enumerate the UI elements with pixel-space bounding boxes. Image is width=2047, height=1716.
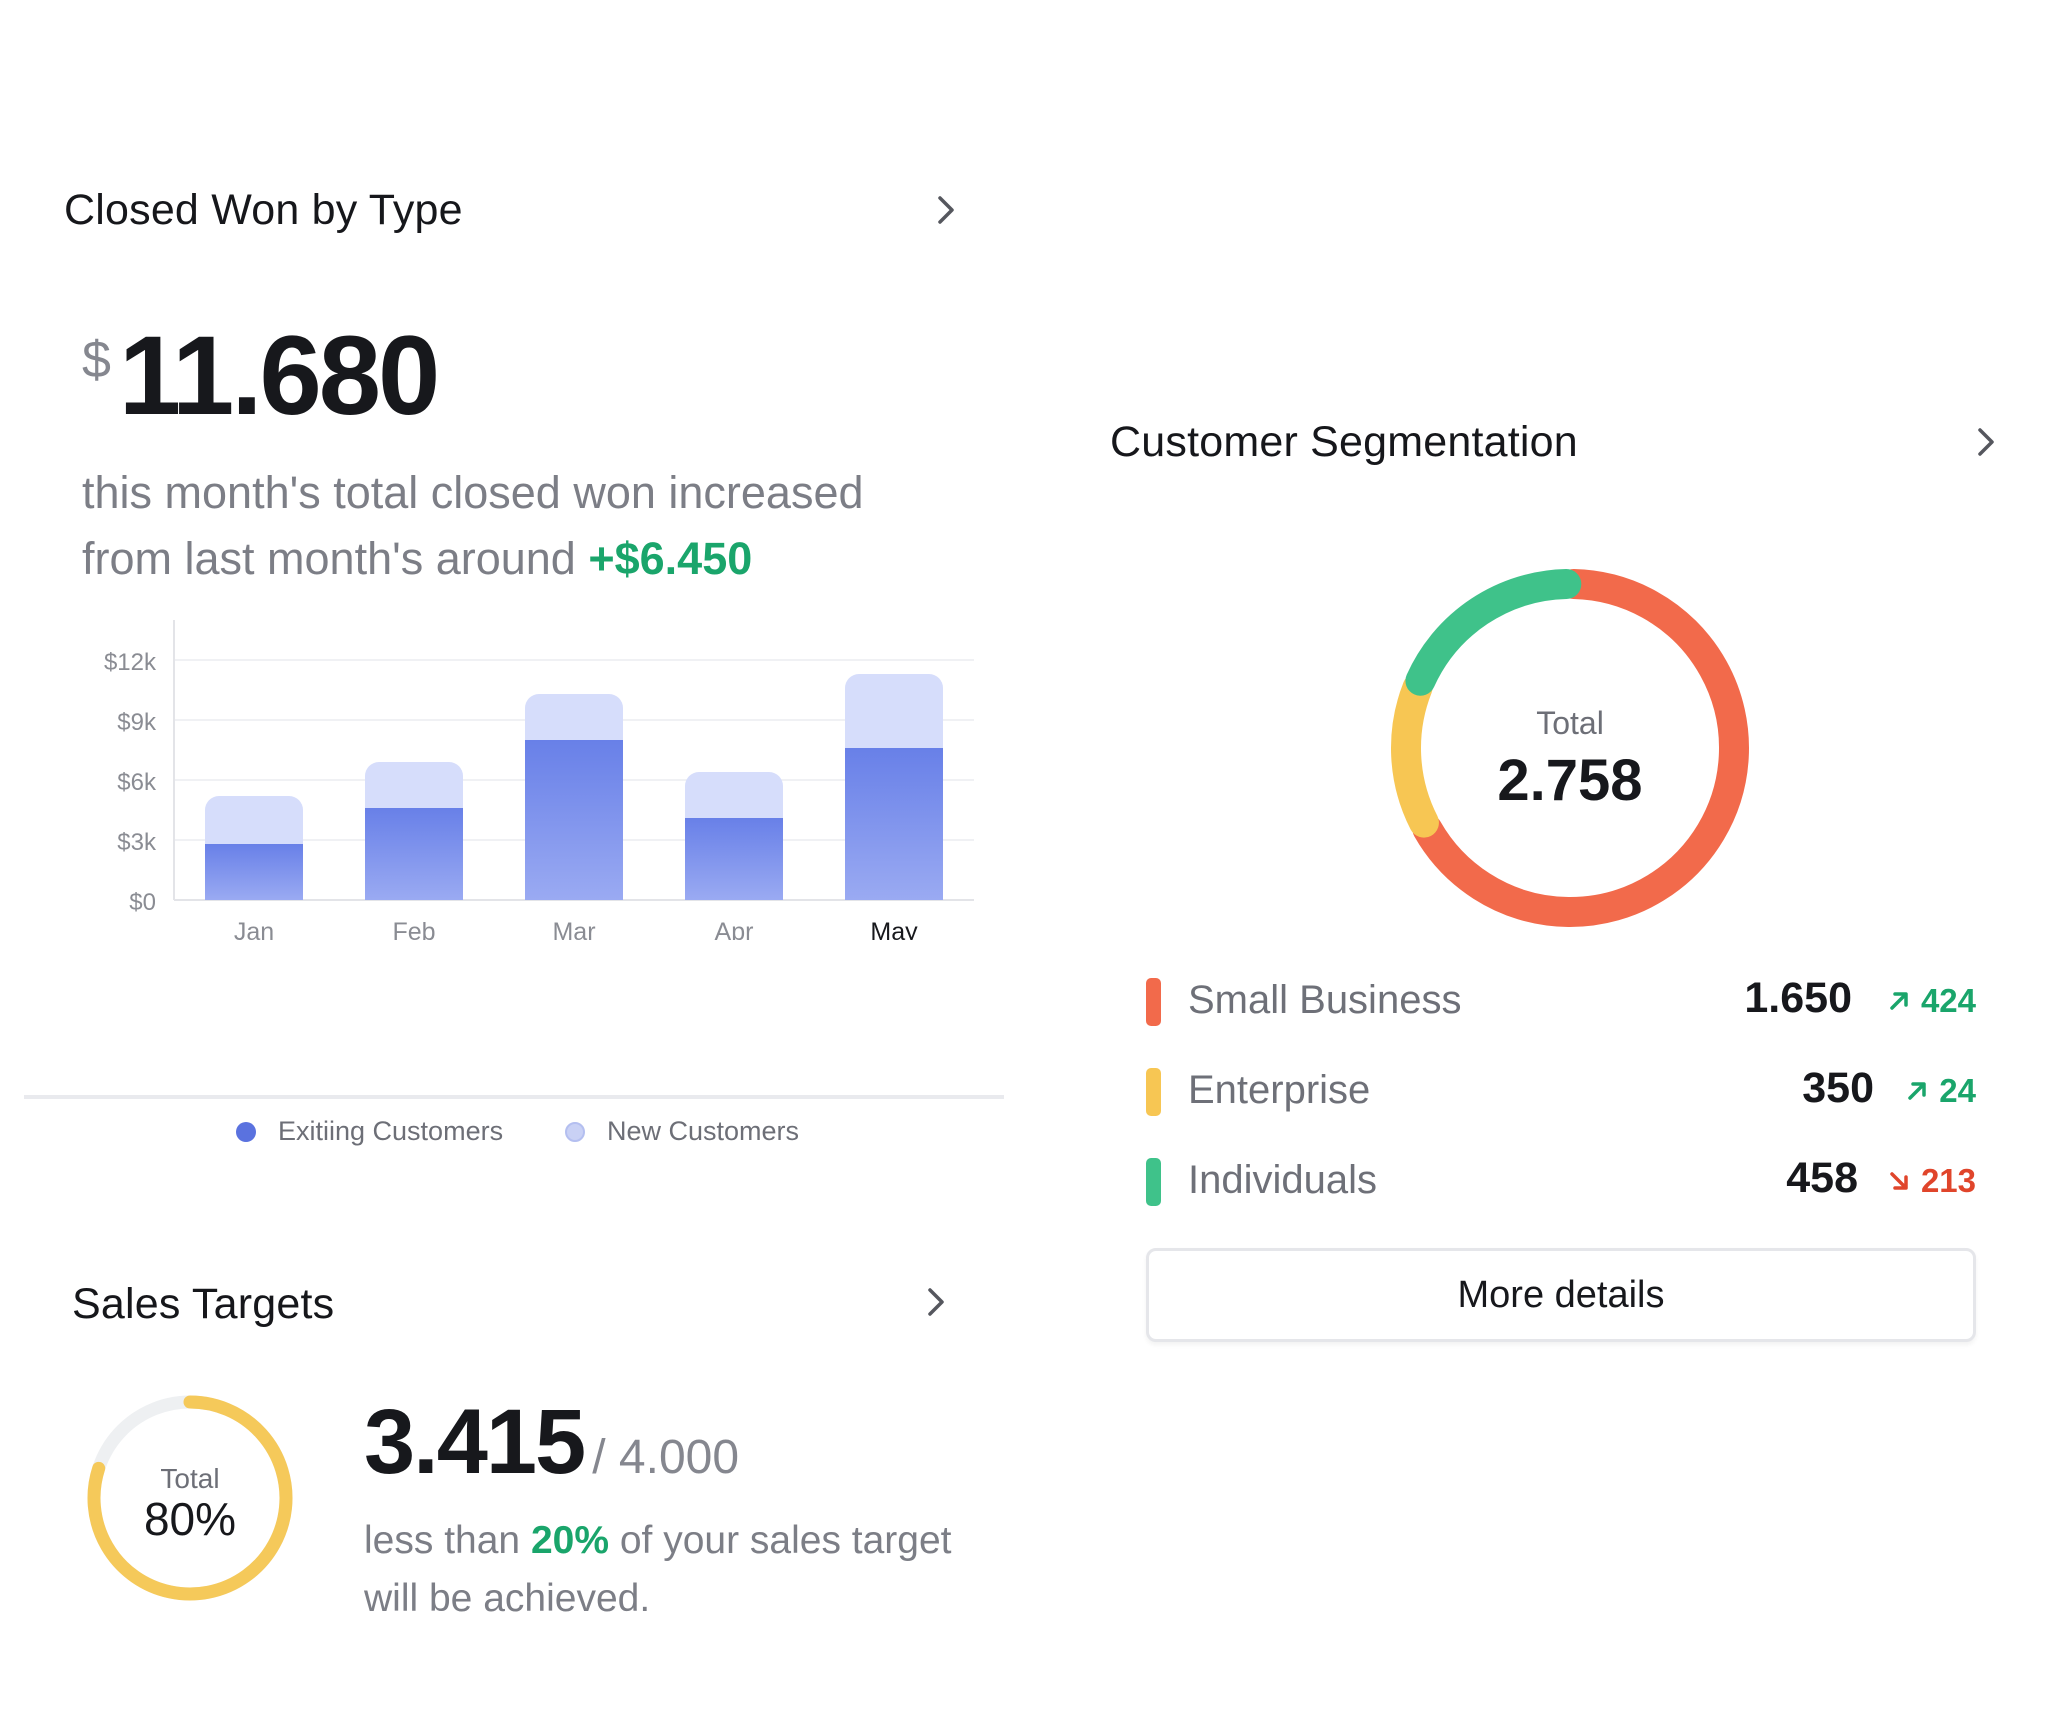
legend-label-existing: Exitiing Customers bbox=[278, 1116, 504, 1146]
donut-total: 2.758 bbox=[1497, 748, 1642, 813]
closed-won-card: Closed Won by Type $ 11.680 this month's… bbox=[24, 140, 1004, 1146]
sales-achieved: 3.415 bbox=[364, 1391, 586, 1493]
segment-row-small-business: Small Business 1.650 424 bbox=[1146, 974, 1976, 1030]
segment-value: 350 bbox=[1802, 1064, 1874, 1112]
segment-value: 1.650 bbox=[1744, 974, 1852, 1022]
donut-segment bbox=[1391, 672, 1439, 838]
segmentation-title: Customer Segmentation bbox=[1110, 418, 1578, 466]
sales-progress-ring: Total 80% bbox=[87, 1395, 293, 1601]
sales-target: / 4.000 bbox=[592, 1431, 740, 1484]
sales-count: 3.415 / 4.000 bbox=[364, 1390, 739, 1495]
arrow-down-right-icon bbox=[1890, 1172, 1908, 1190]
legend-new: New Customers bbox=[565, 1116, 799, 1147]
segment-color-bar bbox=[1146, 1068, 1161, 1116]
segmentation-donut: Total 2.758 bbox=[1391, 569, 1749, 927]
legend-dot-new bbox=[565, 1121, 585, 1142]
chevron-right-icon[interactable] bbox=[1970, 422, 2002, 462]
arrow-up-right-icon bbox=[1890, 992, 1908, 1010]
y-tick-label: $0 bbox=[129, 889, 156, 916]
sales-description: less than 20% of your sales target will … bbox=[364, 1512, 984, 1628]
y-tick-label: $9k bbox=[117, 709, 157, 736]
legend-existing: Exitiing Customers bbox=[236, 1116, 503, 1147]
segment-value: 458 bbox=[1786, 1154, 1858, 1202]
legend-label-new: New Customers bbox=[607, 1116, 800, 1146]
sales-targets-title: Sales Targets bbox=[72, 1280, 335, 1328]
segment-row-enterprise: Enterprise 350 24 bbox=[1146, 1064, 1976, 1120]
sales-targets-card: Sales Targets Total 80% 3.415 / 4.000 le… bbox=[24, 1240, 1004, 1680]
segment-change: 213 bbox=[1887, 1162, 1976, 1200]
y-tick-label: $12k bbox=[104, 649, 157, 676]
description-text: this month's total closed won increased … bbox=[82, 467, 864, 584]
bar-existing-customers bbox=[205, 844, 303, 900]
y-tick-label: $3k bbox=[117, 829, 157, 856]
segment-color-bar bbox=[1146, 978, 1161, 1026]
segment-change-value: 424 bbox=[1920, 982, 1976, 1019]
legend-dot-existing bbox=[236, 1121, 256, 1142]
sales-desc-highlight: 20% bbox=[530, 1519, 609, 1562]
ring-progress bbox=[87, 1395, 293, 1601]
sales-desc-before: less than bbox=[364, 1519, 531, 1562]
chevron-right-icon[interactable] bbox=[920, 1282, 952, 1322]
x-tick-label: Apr bbox=[715, 918, 754, 940]
x-tick-label: Mar bbox=[552, 918, 595, 940]
bar-existing-customers bbox=[685, 818, 783, 900]
currency-symbol: $ bbox=[82, 331, 111, 389]
customer-segmentation-card: Customer Segmentation Total 2.758 Small … bbox=[1090, 370, 2020, 1390]
ring-label: Total bbox=[160, 1463, 219, 1494]
donut-label: Total bbox=[1536, 705, 1604, 741]
segment-name: Individuals bbox=[1188, 1158, 1378, 1202]
segment-change-value: 213 bbox=[1920, 1162, 1976, 1199]
change-value: +$6.450 bbox=[588, 533, 753, 584]
x-tick-label: Jan bbox=[234, 918, 274, 940]
chevron-right-icon[interactable] bbox=[930, 190, 962, 230]
divider bbox=[24, 1095, 1004, 1099]
ring-percent: 80% bbox=[144, 1493, 236, 1545]
bar-existing-customers bbox=[845, 748, 943, 900]
more-details-button[interactable]: More details bbox=[1146, 1248, 1976, 1342]
bar-existing-customers bbox=[365, 808, 463, 900]
closed-won-title: Closed Won by Type bbox=[64, 186, 463, 234]
segment-name: Enterprise bbox=[1188, 1068, 1371, 1112]
donut-segment bbox=[1412, 569, 1749, 927]
segment-change: 424 bbox=[1887, 982, 1976, 1020]
bar-existing-customers bbox=[525, 740, 623, 900]
donut-segment bbox=[1405, 569, 1582, 696]
segment-change-value: 24 bbox=[1939, 1072, 1976, 1109]
sales-desc-after: of your sales target will be achieved. bbox=[364, 1519, 952, 1620]
x-tick-label: Feb bbox=[392, 918, 435, 940]
segment-color-bar bbox=[1146, 1158, 1161, 1206]
arrow-up-right-icon bbox=[1908, 1082, 1927, 1100]
stacked-bar-chart: $0 $3k $6k $9k $12k Jan Feb Mar Apr May bbox=[104, 620, 974, 940]
y-tick-label: $6k bbox=[117, 769, 157, 796]
x-tick-label: May bbox=[870, 918, 918, 940]
segment-row-individuals: Individuals 458 213 bbox=[1146, 1154, 1976, 1210]
segment-change: 24 bbox=[1905, 1072, 1976, 1110]
closed-won-amount: $ 11.680 bbox=[82, 313, 440, 438]
closed-won-description: this month's total closed won increased … bbox=[82, 460, 962, 592]
segment-name: Small Business bbox=[1188, 978, 1462, 1022]
amount-value: 11.680 bbox=[118, 313, 440, 438]
